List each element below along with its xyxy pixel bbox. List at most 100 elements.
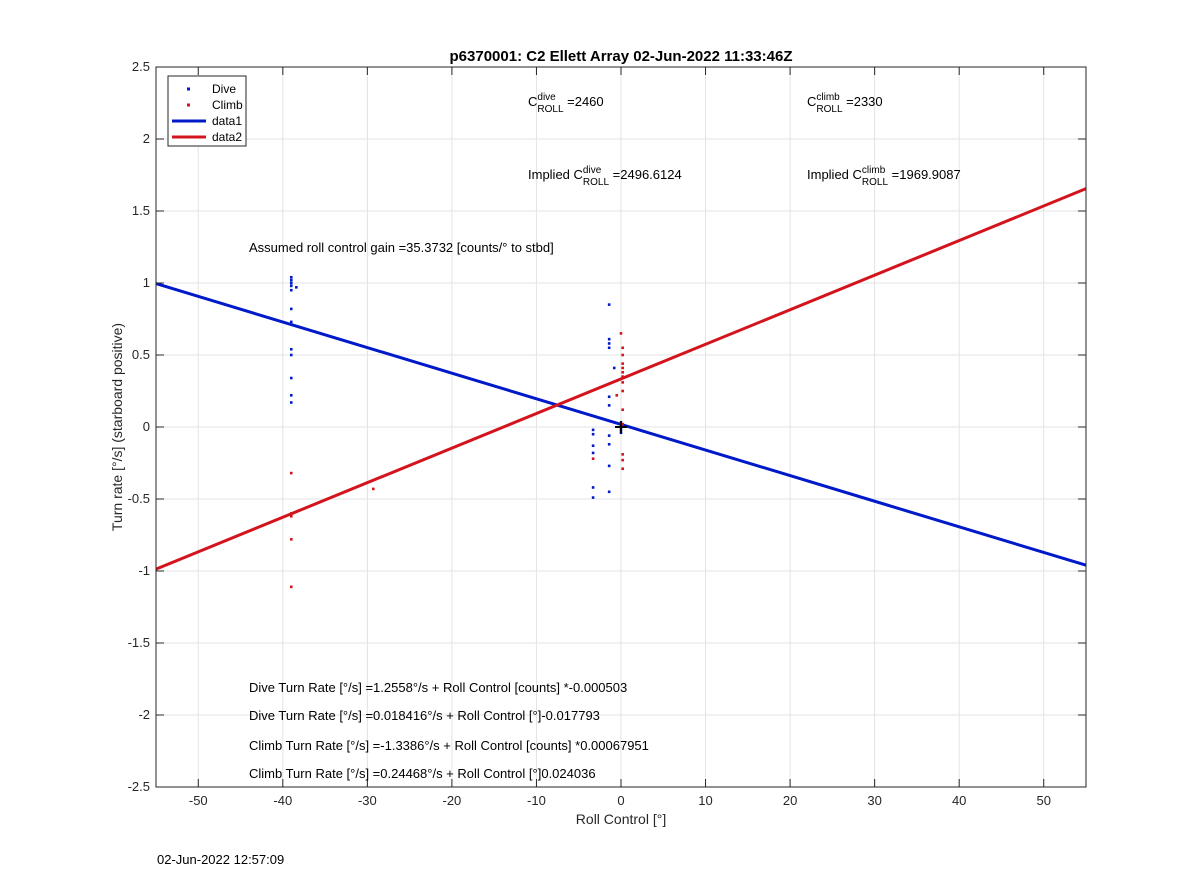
- data-point-climb: [621, 375, 624, 378]
- print-timestamp: 02-Jun-2022 12:57:09: [157, 852, 285, 867]
- legend: Dive Climb data1 data2: [167, 75, 247, 147]
- x-tick-label: 50: [1036, 793, 1050, 808]
- x-tick-label: -10: [527, 793, 546, 808]
- data-point-dive: [289, 353, 293, 357]
- data-point-climb: [615, 394, 619, 397]
- legend-box: [167, 75, 247, 147]
- data-point-dive: [289, 320, 293, 324]
- x-tick-label: 20: [783, 793, 797, 808]
- data-point-dive: [289, 394, 293, 397]
- data-point-dive: [607, 490, 611, 494]
- x-tick-label: -40: [273, 793, 292, 808]
- data-point-climb: [621, 353, 624, 357]
- data-point-climb: [621, 346, 624, 350]
- data-point-dive: [607, 404, 611, 407]
- fit-equation: Climb Turn Rate [°/s] =-1.3386°/s + Roll…: [249, 738, 649, 753]
- x-tick-label: -20: [443, 793, 462, 808]
- data-point-climb: [591, 457, 595, 460]
- data-point-dive: [591, 444, 595, 448]
- legend-marker-dive: [187, 87, 190, 91]
- data-point-climb: [621, 370, 624, 374]
- data-point-dive: [289, 281, 293, 285]
- x-tick-label: -50: [189, 793, 208, 808]
- x-tick-label: 40: [952, 793, 966, 808]
- data-point-dive: [295, 286, 298, 289]
- legend-label: data2: [212, 130, 242, 144]
- y-tick-label: -0.5: [128, 491, 150, 506]
- data-point-dive: [289, 284, 293, 288]
- fit-equation: Dive Turn Rate [°/s] =1.2558°/s + Roll C…: [249, 680, 627, 695]
- annotations: Cdive ROLL =2460 Cclimb ROLL =2330 Implied C…: [249, 92, 961, 781]
- y-tick-label: -1: [138, 563, 150, 578]
- x-tick-label: 30: [867, 793, 881, 808]
- data-point-dive: [607, 337, 611, 341]
- y-tick-label: 0: [143, 419, 150, 434]
- data-point-dive: [591, 428, 595, 432]
- y-tick-label: -1.5: [128, 635, 150, 650]
- data-point-dive: [607, 303, 611, 306]
- y-tick-label: 2.5: [132, 59, 150, 74]
- data-point-dive: [591, 486, 595, 489]
- data-point-dive: [289, 278, 293, 282]
- legend-label: Dive: [212, 82, 236, 96]
- legend-marker-climb: [187, 103, 190, 107]
- data-point-climb: [621, 408, 624, 412]
- y-tick-label: -2.5: [128, 779, 150, 794]
- data-point-climb: [289, 512, 293, 515]
- y-tick-label: -2: [138, 707, 150, 722]
- data-point-climb: [621, 467, 624, 471]
- x-tick-label: 10: [698, 793, 712, 808]
- x-tick-label: -30: [358, 793, 377, 808]
- data-point-dive: [289, 376, 293, 380]
- data-point-dive: [289, 275, 293, 279]
- data-point-climb: [621, 362, 624, 365]
- data-point-dive: [289, 347, 293, 351]
- data-point-dive: [591, 496, 595, 499]
- data-point-climb: [621, 458, 624, 462]
- legend-label: data1: [212, 114, 242, 128]
- c-roll-dive-annotation: Cdive ROLL =2460: [528, 92, 604, 115]
- data-point-climb: [289, 585, 293, 589]
- y-tick-label: 0.5: [132, 347, 150, 362]
- y-tick-label: 1: [143, 275, 150, 290]
- legend-label: Climb: [212, 98, 243, 112]
- gain-annotation: Assumed roll control gain =35.3732 [coun…: [249, 240, 554, 255]
- c-roll-climb-annotation: Cclimb ROLL =2330: [807, 92, 883, 115]
- data-point-dive: [607, 442, 611, 446]
- data-point-dive: [607, 346, 611, 350]
- data-point-climb: [289, 514, 293, 518]
- implied-climb-annotation: Implied Cclimb ROLL =1969.9087: [807, 165, 961, 188]
- y-tick-label: 2: [143, 131, 150, 146]
- x-axis-label: Roll Control [°]: [576, 811, 666, 827]
- data-point-dive: [289, 401, 293, 404]
- data-point-dive: [289, 307, 293, 311]
- ticks: -50 -40 -30 -20 -10 0 10 20 30 40 50-2.5-2-1.5-1-0…: [128, 59, 1087, 808]
- chart-title: p6370001: C2 Ellett Array 02-Jun-2022 11…: [450, 48, 793, 65]
- data-point-dive: [607, 434, 611, 437]
- data-point-dive: [591, 432, 595, 436]
- fit-equation: Climb Turn Rate [°/s] =0.24468°/s + Roll…: [249, 766, 596, 781]
- y-tick-label: 1.5: [132, 203, 150, 218]
- x-tick-label: 0: [617, 793, 624, 808]
- data-point-dive: [607, 395, 611, 399]
- data-point-dive: [607, 342, 611, 345]
- implied-dive-annotation: Implied Cdive ROLL =2496.6124: [528, 165, 682, 188]
- data-point-climb: [621, 389, 624, 393]
- data-point-climb: [621, 422, 624, 426]
- data-point-dive: [289, 288, 293, 292]
- data-point-climb: [621, 453, 624, 456]
- data-point-dive: [591, 451, 595, 455]
- fit-equation: Dive Turn Rate [°/s] =0.018416°/s + Roll…: [249, 708, 600, 723]
- data-point-climb: [619, 332, 623, 335]
- data-point-dive: [607, 464, 611, 468]
- series-group: [156, 187, 1086, 589]
- data-point-dive: [612, 366, 616, 370]
- plot-area: [156, 187, 1086, 589]
- data-point-climb: [371, 487, 375, 491]
- y-axis-label: Turn rate [°/s] (starboard positive): [109, 323, 125, 531]
- data-point-climb: [621, 381, 624, 384]
- series-line-data2: [156, 187, 1086, 571]
- data-point-climb: [289, 538, 293, 541]
- data-point-climb: [621, 366, 624, 370]
